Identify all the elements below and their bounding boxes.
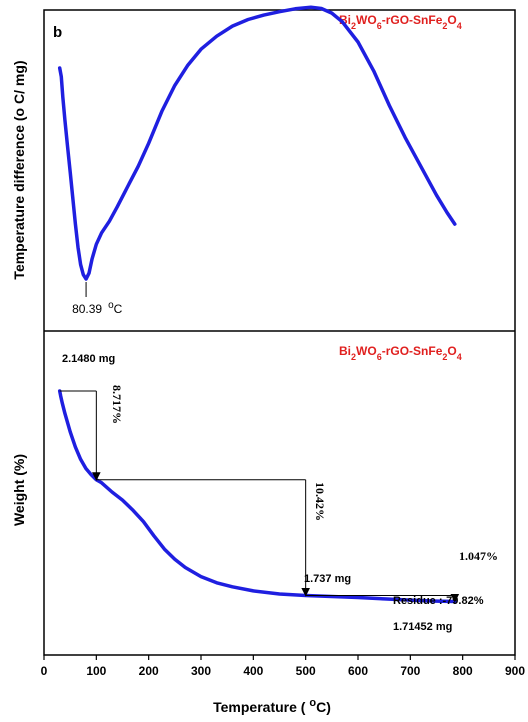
dta-series-line [57, 5, 457, 281]
panel-label: b [53, 24, 62, 41]
dta-legend-title: Bi2WO6-rGO-SnFe2O4 [339, 13, 462, 31]
tga-legend-title: Bi2WO6-rGO-SnFe2O4 [339, 344, 462, 362]
step3-arrow [450, 594, 460, 603]
x-tick-label: 700 [400, 664, 420, 678]
x-tick-label: 800 [453, 664, 473, 678]
tga-mass-500-label: 1.737 mg [304, 573, 351, 585]
dta-peak-annotation: 80.39 oC [72, 281, 123, 316]
tga-loss2-label: 10.42% [313, 482, 327, 521]
x-tick-label: 400 [243, 664, 263, 678]
tga-initial-mass-label: 2.1480 mg [62, 353, 115, 365]
x-tick-label: 500 [296, 664, 316, 678]
tga-series-line [57, 389, 457, 604]
dta-peak-label: 80.39 oC [72, 299, 123, 316]
tga-residue-label: Residue :-79.82% [393, 595, 484, 607]
x-tick-label: 100 [86, 664, 106, 678]
x-tick-label: 300 [191, 664, 211, 678]
tga-final-mass-label: 1.71452 mg [393, 621, 452, 633]
tga-loss1-label: 8.717% [110, 385, 124, 424]
x-tick-label: 200 [139, 664, 159, 678]
tga-y-axis-label: Weight (%) [11, 454, 27, 526]
x-tick-label: 0 [41, 664, 48, 678]
step2-arrow [301, 588, 310, 597]
x-axis-label: Temperature ( oC) [213, 697, 331, 715]
tga-step-lines [59, 390, 460, 603]
step1-arrow [92, 472, 101, 481]
plot-frame [43, 9, 516, 656]
x-axis-ticks: 0 100 200 300 400 500 600 700 800 900 [41, 655, 525, 678]
dta-y-axis-label: Temperature difference (o C/ mg) [11, 60, 27, 279]
x-tick-label: 600 [348, 664, 368, 678]
tga-loss3-label: 1.047% [459, 549, 498, 563]
x-tick-label: 900 [505, 664, 525, 678]
